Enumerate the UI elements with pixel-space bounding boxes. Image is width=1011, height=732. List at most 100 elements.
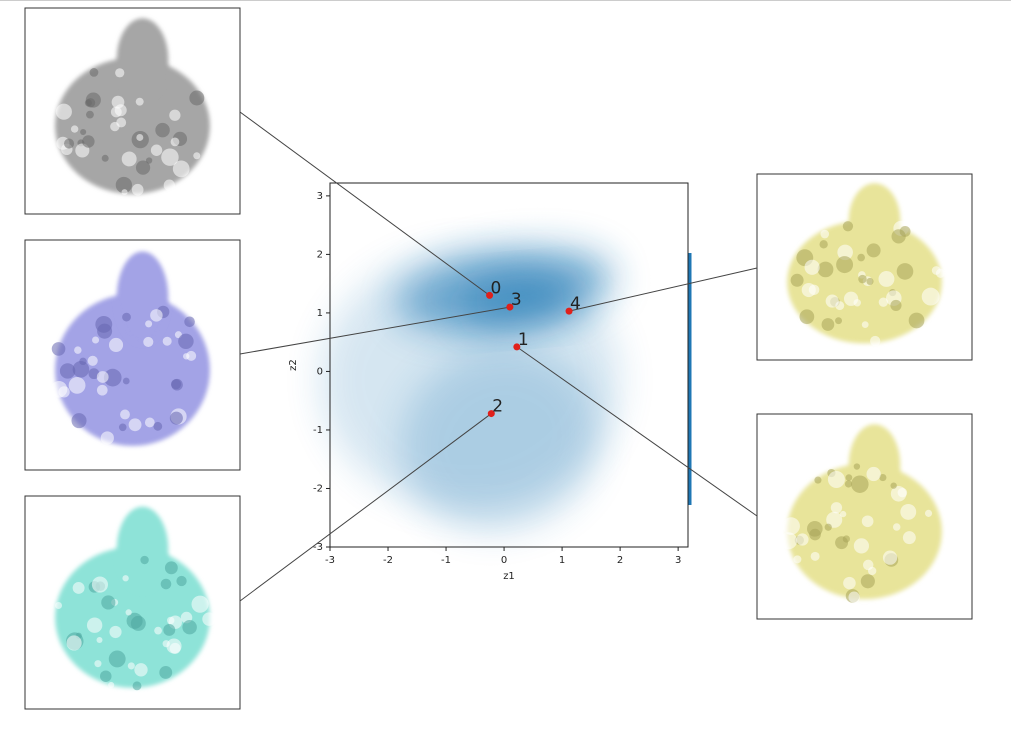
map-detail bbox=[66, 635, 82, 651]
map-detail bbox=[161, 148, 179, 166]
map-detail bbox=[866, 277, 874, 285]
map-detail bbox=[145, 320, 153, 328]
map-top bbox=[848, 183, 901, 258]
y-tick-label: 0 bbox=[317, 366, 323, 377]
map-detail bbox=[839, 510, 847, 518]
map-detail bbox=[97, 323, 113, 339]
map-detail bbox=[131, 183, 144, 196]
map-detail bbox=[74, 346, 82, 354]
map-top bbox=[116, 251, 169, 344]
map-detail bbox=[120, 409, 130, 420]
map-detail bbox=[150, 144, 163, 156]
map-detail bbox=[101, 154, 109, 162]
map-detail bbox=[82, 135, 95, 148]
map-detail bbox=[186, 350, 197, 361]
map-detail bbox=[191, 595, 209, 613]
map-detail bbox=[59, 363, 76, 379]
map-detail bbox=[836, 256, 854, 274]
map-detail bbox=[100, 431, 114, 445]
map-detail bbox=[193, 152, 201, 160]
map-detail bbox=[809, 528, 821, 541]
map-detail bbox=[169, 109, 181, 121]
x-tick-label: 2 bbox=[617, 555, 623, 566]
map-detail bbox=[88, 368, 100, 380]
x-tick-label: 3 bbox=[675, 555, 681, 566]
map-detail bbox=[879, 473, 887, 482]
x-tick-label: -2 bbox=[383, 555, 393, 566]
map-detail bbox=[127, 662, 135, 670]
map-detail bbox=[160, 578, 172, 590]
map-detail bbox=[143, 336, 154, 347]
map-detail bbox=[121, 151, 137, 167]
point bbox=[513, 343, 521, 351]
map-detail bbox=[110, 121, 120, 132]
map-detail bbox=[72, 582, 85, 594]
map-detail bbox=[176, 575, 187, 587]
cloud-blob bbox=[460, 274, 580, 326]
map-detail bbox=[780, 532, 798, 550]
map-detail bbox=[844, 480, 853, 488]
map-detail bbox=[861, 515, 874, 528]
map-detail bbox=[135, 97, 144, 106]
map-detail bbox=[801, 282, 816, 298]
map-detail bbox=[890, 299, 902, 311]
connector bbox=[239, 111, 490, 296]
map-detail bbox=[150, 309, 163, 322]
map-detail bbox=[125, 609, 132, 616]
map-detail bbox=[108, 337, 124, 353]
map-detail bbox=[202, 612, 216, 626]
map-detail bbox=[68, 376, 86, 394]
map-detail bbox=[853, 463, 861, 470]
map-detail bbox=[87, 355, 98, 366]
connector bbox=[568, 267, 758, 312]
map-detail bbox=[899, 226, 911, 237]
y-tick-label: -1 bbox=[313, 425, 323, 436]
map-detail bbox=[89, 68, 99, 77]
y-tick-label: 3 bbox=[317, 191, 323, 202]
y-tick-label: 1 bbox=[317, 308, 323, 319]
y-axis-label: z2 bbox=[288, 359, 299, 371]
map-detail bbox=[91, 576, 108, 593]
map-detail bbox=[144, 417, 155, 428]
map-detail bbox=[128, 418, 142, 432]
map-detail bbox=[100, 670, 112, 682]
map-detail bbox=[115, 68, 125, 78]
map-detail bbox=[164, 561, 178, 575]
map-detail bbox=[110, 106, 122, 118]
map-detail bbox=[84, 99, 92, 107]
y-tick-label: 2 bbox=[317, 249, 323, 260]
map-detail bbox=[153, 421, 163, 431]
map-detail bbox=[890, 485, 907, 502]
map-detail bbox=[860, 574, 875, 589]
map-detail bbox=[163, 623, 176, 636]
x-tick-label: 1 bbox=[559, 555, 565, 566]
point bbox=[487, 410, 495, 418]
map-detail bbox=[908, 312, 925, 329]
point bbox=[506, 303, 514, 311]
map-detail bbox=[810, 551, 820, 561]
map-detail bbox=[96, 384, 108, 396]
map-detail bbox=[825, 294, 839, 308]
map-detail bbox=[790, 273, 804, 287]
map-detail bbox=[804, 259, 820, 275]
map-detail bbox=[843, 576, 856, 590]
map-top bbox=[116, 18, 169, 101]
map-detail bbox=[92, 336, 100, 344]
map-detail bbox=[782, 517, 800, 535]
map-detail bbox=[80, 128, 87, 136]
point bbox=[486, 291, 494, 299]
map-detail bbox=[51, 342, 66, 356]
map-detail bbox=[54, 601, 63, 610]
connector bbox=[239, 413, 492, 602]
map-detail bbox=[166, 638, 182, 654]
map-detail bbox=[867, 566, 877, 576]
map-detail bbox=[121, 189, 128, 196]
point-label: 2 bbox=[492, 397, 503, 417]
map-detail bbox=[845, 474, 853, 482]
map-detail bbox=[130, 615, 146, 631]
map-detail bbox=[96, 371, 109, 383]
map-detail bbox=[163, 179, 176, 191]
map-detail bbox=[122, 377, 130, 385]
map-detail bbox=[86, 110, 94, 119]
